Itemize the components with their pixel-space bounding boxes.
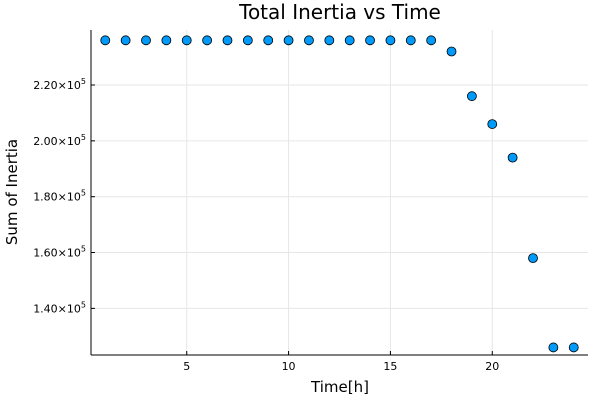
data-point [365, 35, 375, 46]
data-points [100, 35, 579, 353]
data-point [487, 119, 498, 129]
y-tick-label: 2.20×105 [33, 77, 86, 92]
data-point [568, 342, 579, 353]
data-point [120, 35, 131, 46]
data-point [344, 35, 355, 46]
data-point [446, 46, 457, 57]
y-tick-label: 1.80×105 [33, 189, 86, 204]
data-point [426, 35, 437, 46]
data-point [466, 91, 477, 102]
grid [91, 30, 588, 355]
x-tick-label: 15 [383, 360, 397, 373]
data-point [141, 35, 151, 46]
data-point [304, 35, 314, 46]
data-point [385, 35, 396, 46]
y-ticks: 1.40×105 1.60×105 1.80×105 2.00×105 2.20×105 [33, 77, 95, 315]
data-point [181, 35, 192, 46]
y-tick-label: 2.00×105 [33, 133, 86, 148]
data-point [507, 152, 518, 163]
axes [90, 30, 588, 356]
data-point [202, 35, 213, 46]
data-point [100, 35, 111, 46]
x-axis-label: Time[h] [310, 378, 369, 396]
y-tick-label: 1.60×105 [33, 245, 86, 260]
data-point [161, 35, 172, 46]
data-point [263, 35, 274, 46]
x-tick-label: 20 [485, 360, 499, 373]
data-point [548, 342, 559, 353]
data-point [324, 35, 335, 46]
x-ticks: 5 10 15 20 [183, 351, 499, 373]
data-point [405, 35, 416, 46]
data-point [222, 35, 233, 46]
data-point [283, 35, 294, 46]
x-tick-label: 5 [183, 360, 190, 373]
data-point [528, 253, 538, 264]
data-point [242, 35, 253, 46]
y-axis-label: Sum of Inertia [3, 139, 21, 245]
chart-title: Total Inertia vs Time [238, 0, 441, 24]
x-tick-label: 10 [282, 360, 296, 373]
y-tick-label: 1.40×105 [33, 300, 86, 315]
